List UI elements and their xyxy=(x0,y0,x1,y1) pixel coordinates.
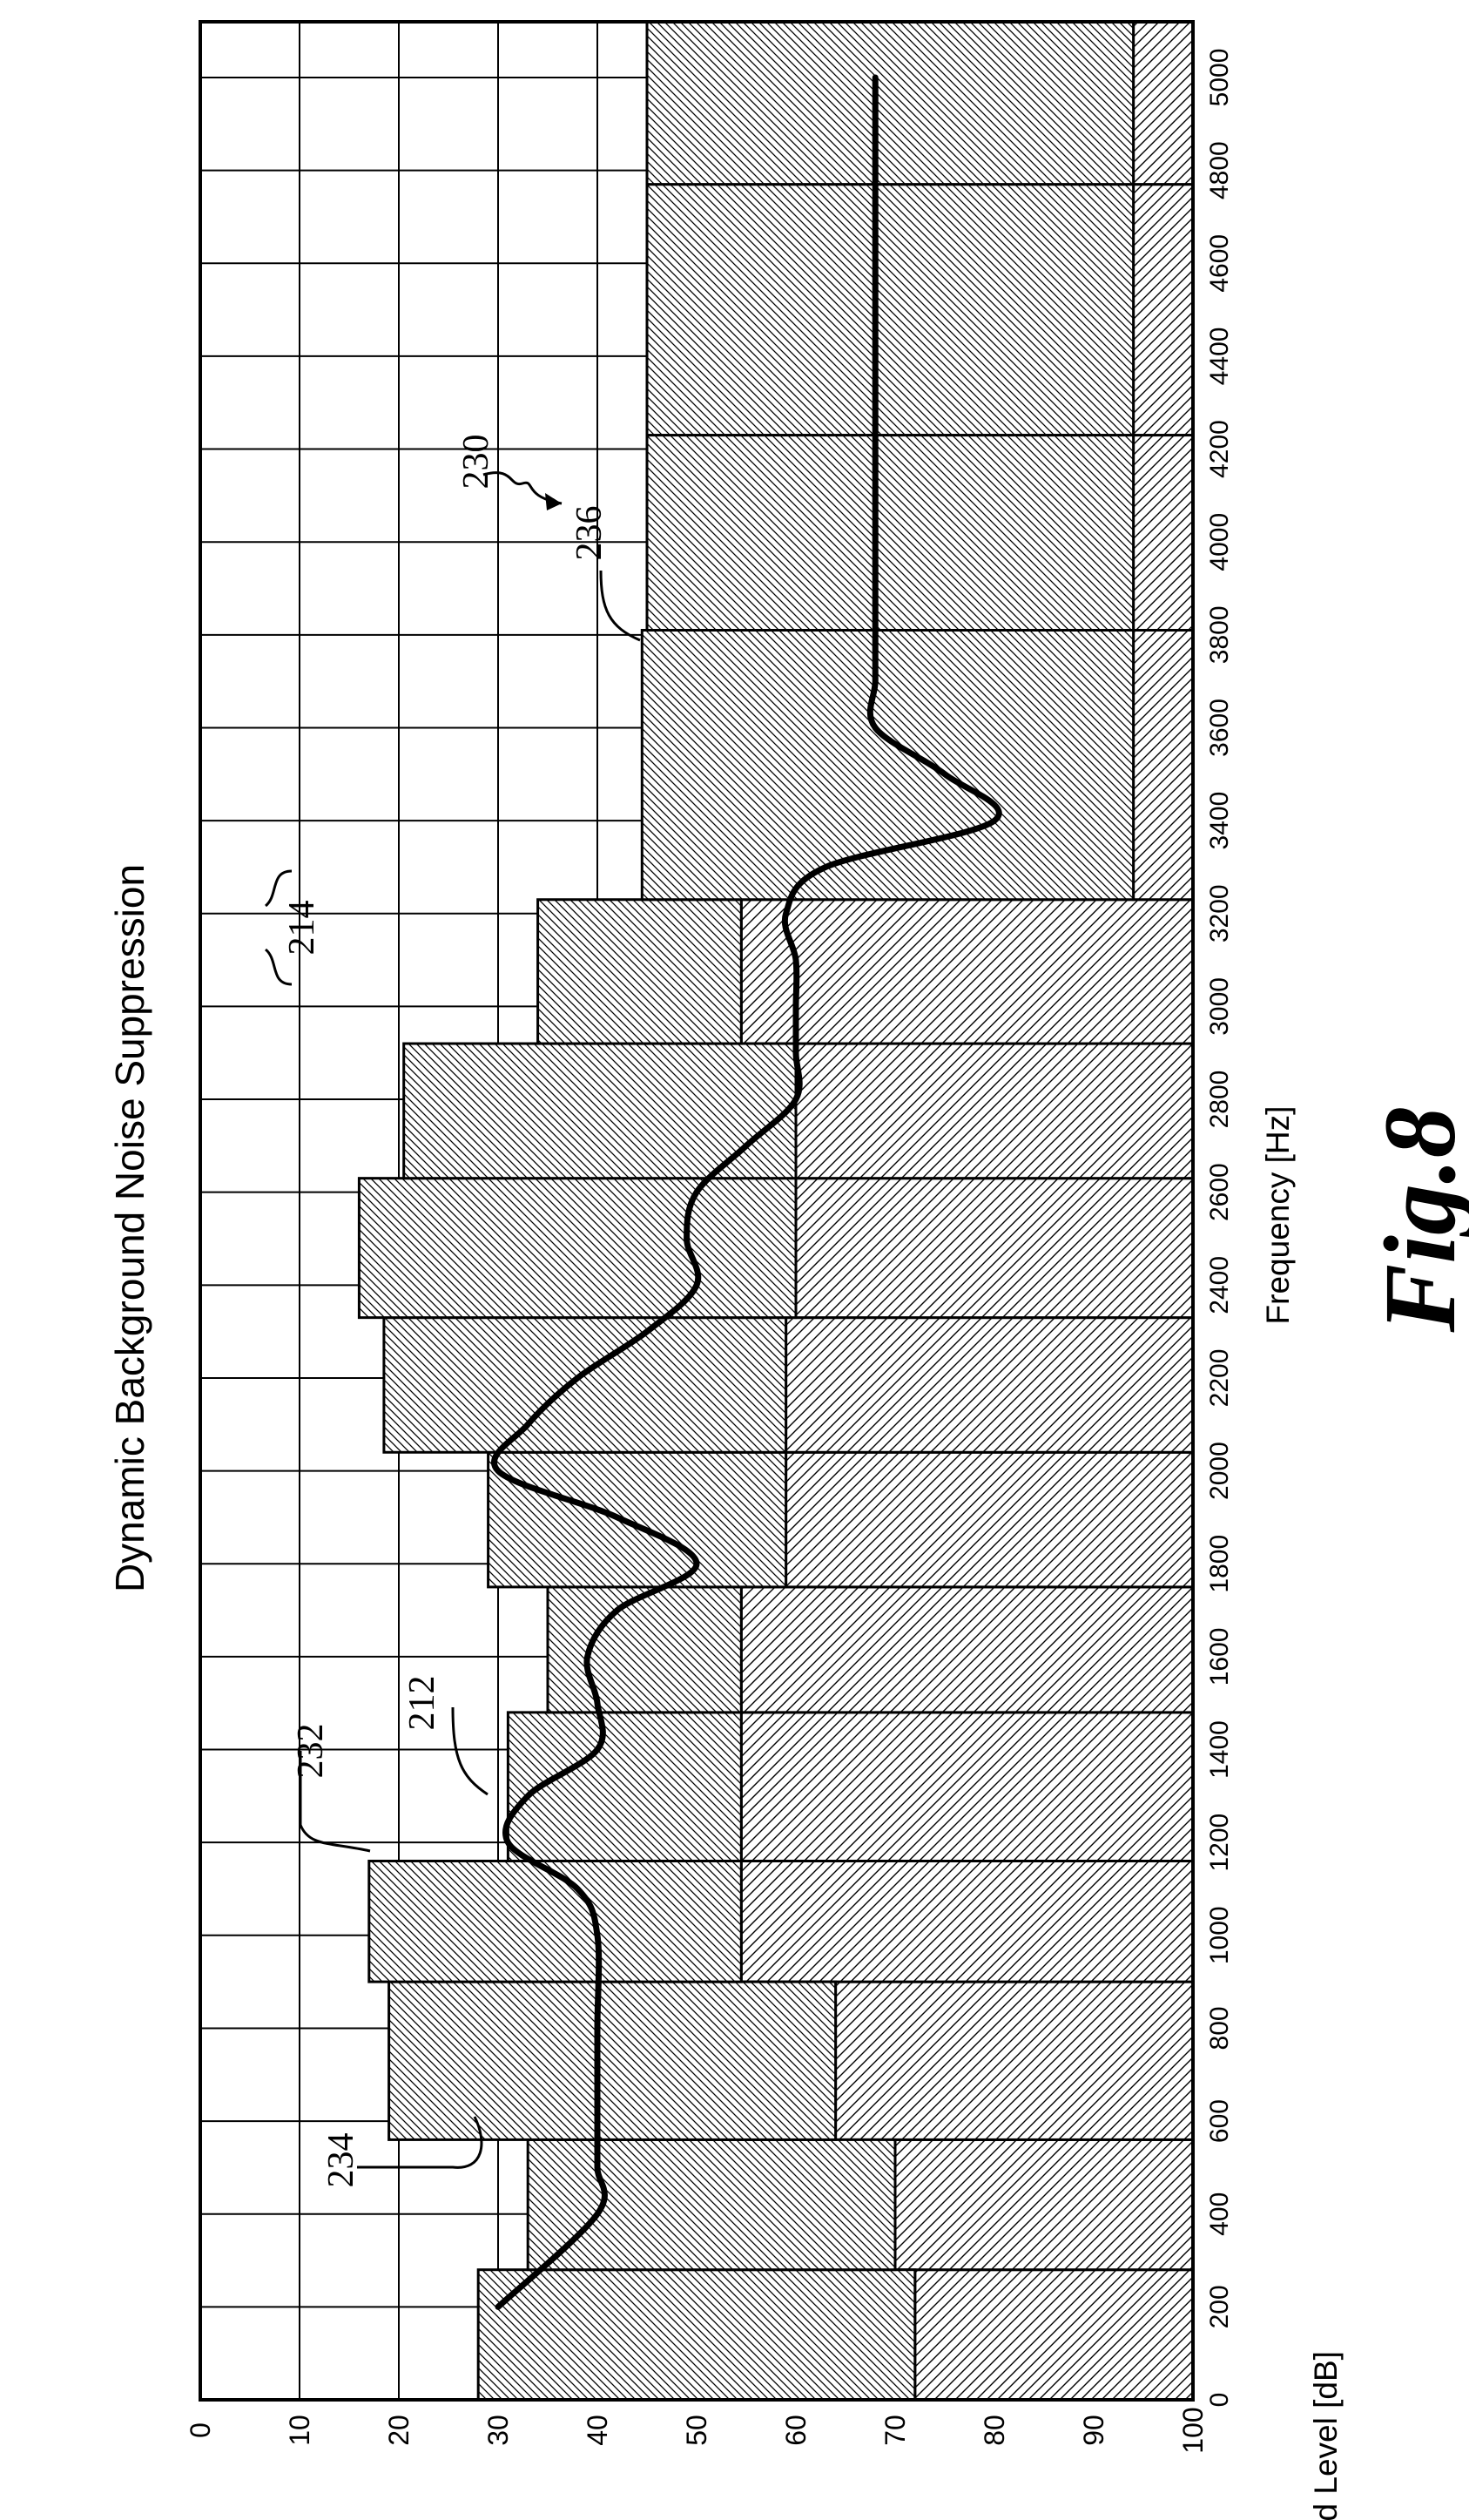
band-bar-232 xyxy=(402,1042,798,1180)
band-bar-234 xyxy=(834,1980,1195,2141)
x-tick-label: 1800 xyxy=(1205,1535,1234,1593)
x-tick-label: 3000 xyxy=(1205,977,1234,1036)
x-tick-label: 1200 xyxy=(1205,1814,1234,1872)
y-tick-label: 80 xyxy=(979,2415,1010,2446)
x-tick-label: 4200 xyxy=(1205,420,1234,478)
band-bar-232 xyxy=(645,183,1135,437)
y-tick-labels: 0 10 20 30 40 50 60 70 80 90 100 xyxy=(185,2407,1209,2453)
y-tick-label: 40 xyxy=(582,2415,613,2446)
x-tick-label: 200 xyxy=(1205,2285,1234,2328)
x-tick-label: 1600 xyxy=(1205,1628,1234,1686)
x-tick-label: 3600 xyxy=(1205,699,1234,757)
band-bar-234 xyxy=(1132,628,1195,902)
x-tick-labels: 0 200 400 600 800 1000 1200 1400 1600 1800 2000 220… xyxy=(1205,49,1234,2408)
band-bar-232 xyxy=(387,1980,838,2141)
x-tick-label: 4000 xyxy=(1205,513,1234,571)
band-bar-234 xyxy=(739,1711,1195,1862)
band-bar-234 xyxy=(1132,183,1195,437)
y-tick-label: 0 xyxy=(185,2422,216,2438)
ref-label-232: 232 xyxy=(291,1724,331,1779)
y-tick-label: 60 xyxy=(780,2415,812,2446)
band-bar-232 xyxy=(645,434,1135,632)
x-tick-label: 2400 xyxy=(1205,1256,1234,1314)
x-tick-label: 600 xyxy=(1205,2099,1234,2143)
ref-leader-214 xyxy=(264,869,293,986)
y-axis-title: Sound Level [dB] xyxy=(1308,2351,1344,2520)
ref-label-230: 230 xyxy=(456,435,496,490)
series-212-line xyxy=(491,74,1002,2310)
band-bar-234 xyxy=(739,898,1195,1045)
ref-leader-236 xyxy=(599,570,641,642)
band-bar-234 xyxy=(893,2138,1195,2272)
band-bar-232 xyxy=(357,1177,798,1320)
y-tick-label: 10 xyxy=(284,2415,315,2446)
band-bar-234 xyxy=(794,1042,1195,1180)
band-bar-232 xyxy=(526,2138,897,2272)
band-bar-234 xyxy=(785,1316,1195,1454)
ref-leader-232 xyxy=(299,1751,371,1853)
y-tick-label: 50 xyxy=(681,2415,712,2446)
x-tick-label: 1000 xyxy=(1205,1906,1234,1964)
band-bar-232 xyxy=(640,628,1135,902)
ref-label-214: 214 xyxy=(282,901,322,956)
y-tick-label: 90 xyxy=(1078,2415,1109,2446)
x-tick-label: 2800 xyxy=(1205,1071,1234,1129)
band-bar-232 xyxy=(645,20,1135,186)
x-tick-label: 3200 xyxy=(1205,884,1234,942)
ref-arrowhead-230 xyxy=(545,493,562,510)
x-tick-label: 4400 xyxy=(1205,328,1234,386)
x-tick-label: 400 xyxy=(1205,2192,1234,2236)
x-axis-title: Frequency [Hz] xyxy=(1260,1106,1296,1325)
y-tick-label: 20 xyxy=(383,2415,414,2446)
x-tick-label: 1400 xyxy=(1205,1720,1234,1779)
series-234-bands xyxy=(739,20,1195,2402)
figure-caption: Fig.8 xyxy=(1363,1107,1469,1334)
band-bar-234 xyxy=(1132,434,1195,632)
y-tick-label: 100 xyxy=(1177,2407,1209,2453)
band-bar-234 xyxy=(785,1450,1195,1589)
x-tick-label: 3800 xyxy=(1205,605,1234,664)
x-tick-label: 800 xyxy=(1205,2006,1234,2050)
x-tick-label: 4800 xyxy=(1205,141,1234,199)
chart-title: Dynamic Background Noise Suppression xyxy=(107,864,152,1592)
ref-arrow-230 xyxy=(482,471,563,505)
ref-leader-234 xyxy=(357,2116,483,2169)
band-bar-232 xyxy=(476,2268,917,2402)
x-tick-label: 2000 xyxy=(1205,1442,1234,1500)
x-tick-label: 2600 xyxy=(1205,1163,1234,1221)
x-tick-label: 5000 xyxy=(1205,49,1234,107)
x-tick-label: 4600 xyxy=(1205,234,1234,293)
band-bar-234 xyxy=(739,1585,1195,1714)
band-bar-234 xyxy=(913,2268,1195,2402)
band-bar-232 xyxy=(382,1316,788,1454)
y-tick-label: 30 xyxy=(482,2415,514,2446)
band-bar-232 xyxy=(546,1585,743,1714)
band-bar-234 xyxy=(1132,20,1195,186)
ref-label-234: 234 xyxy=(321,2133,361,2188)
band-bar-232 xyxy=(487,1450,788,1589)
series-232-bands xyxy=(357,20,1135,2402)
plot-frame xyxy=(199,20,1195,2402)
x-tick-label: 2200 xyxy=(1205,1349,1234,1408)
reference-leaders: 232 234 212 214 236 xyxy=(264,506,641,2188)
ref-label-236: 236 xyxy=(569,506,610,561)
ref-label-212: 212 xyxy=(402,1676,442,1731)
ref-leader-212 xyxy=(451,1706,489,1796)
y-tick-label: 70 xyxy=(879,2415,911,2446)
x-tick-label: 3400 xyxy=(1205,792,1234,850)
band-bar-234 xyxy=(739,1859,1195,1983)
band-bar-232 xyxy=(536,898,743,1045)
x-tick-label: 0 xyxy=(1205,2393,1234,2408)
band-bar-234 xyxy=(794,1177,1195,1320)
band-bar-232 xyxy=(367,1859,743,1983)
